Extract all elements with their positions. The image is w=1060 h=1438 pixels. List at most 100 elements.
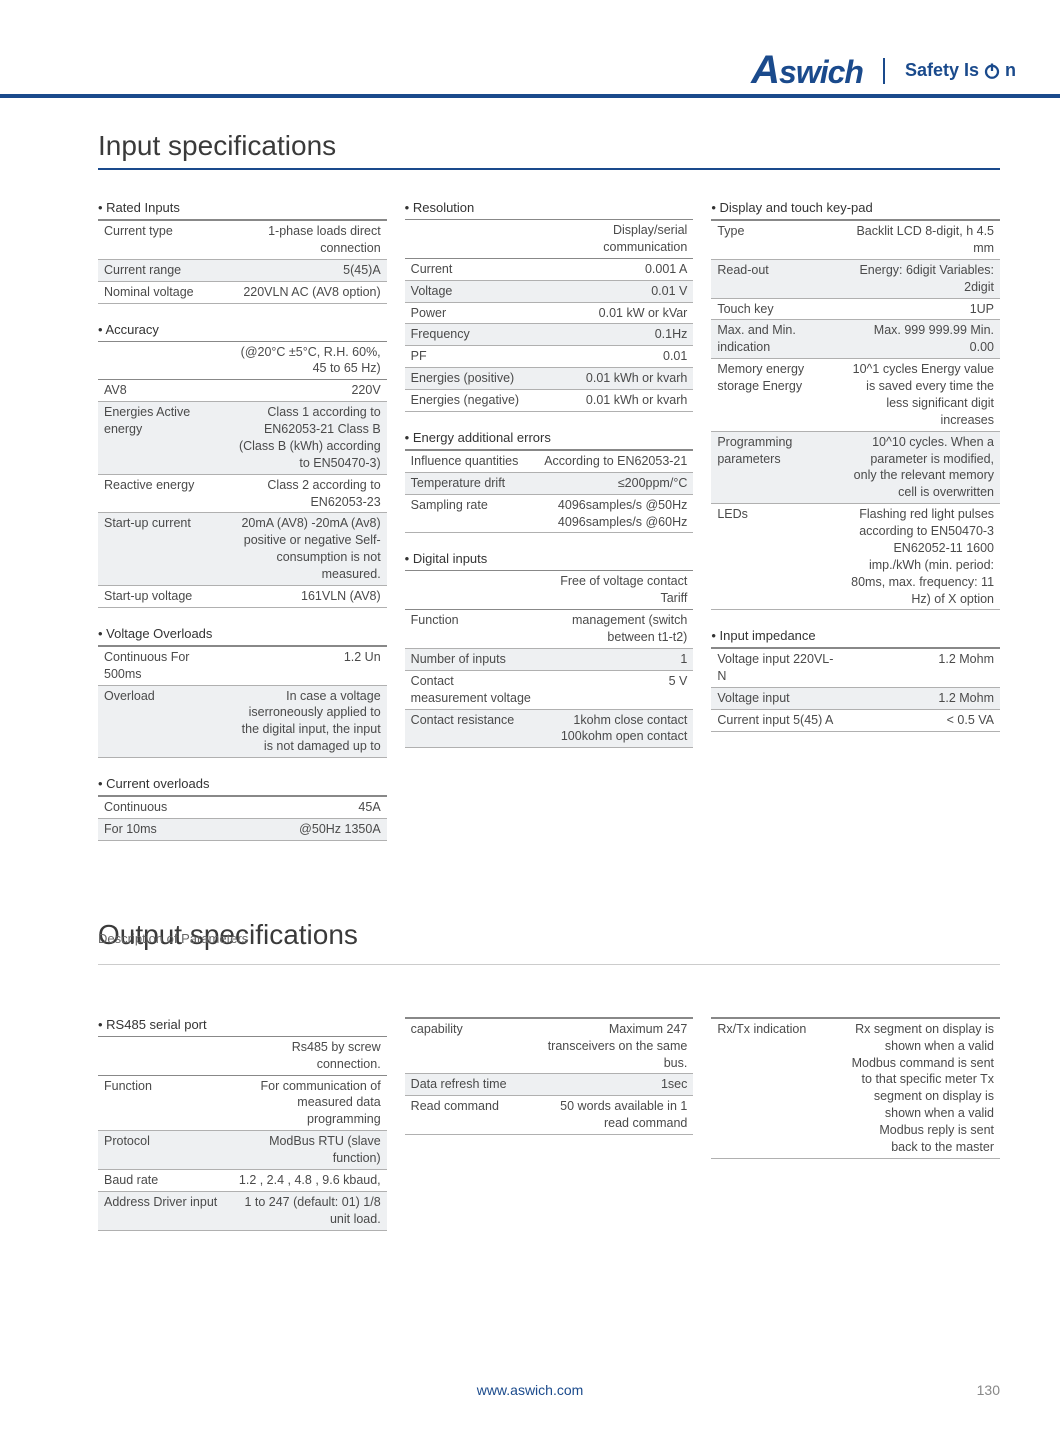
spec-label: For 10ms xyxy=(98,818,231,840)
spec-label: Function xyxy=(98,1075,231,1131)
spec-label: Function xyxy=(405,610,538,649)
spec-value: Backlit LCD 8-digit, h 4.5 mm xyxy=(844,221,1000,260)
table-row: Rx/Tx indicationRx segment on display is… xyxy=(711,1018,1000,1158)
spec-label: Protocol xyxy=(98,1131,231,1170)
spec-value: 220VLN AC (AV8 option) xyxy=(231,281,387,303)
table-row: Temperature drift≤200ppm/°C xyxy=(405,472,694,494)
table-row: LEDsFlashing red light pulses according … xyxy=(711,504,1000,610)
spec-label: Voltage input xyxy=(711,688,844,710)
spec-value: In case a voltage iserroneously applied … xyxy=(231,685,387,758)
block-title: RS485 serial port xyxy=(98,1017,387,1032)
spec-label: capability xyxy=(405,1018,538,1074)
block-title: Energy additional errors xyxy=(405,430,694,445)
spec-value: 0.001 A xyxy=(537,258,693,280)
spec-label: Baud rate xyxy=(98,1169,231,1191)
spec-value: According to EN62053-21 xyxy=(537,450,693,472)
table-row: Voltage input 220VL-N1.2 Mohm xyxy=(711,649,1000,688)
table-row: ProtocolModBus RTU (slave function) xyxy=(98,1131,387,1170)
tagline-prefix: Safety Is xyxy=(905,60,979,81)
spec-block: RS485 serial port Rs485 by screw connecti… xyxy=(98,1017,387,1231)
table-row: OverloadIn case a voltage iserroneously … xyxy=(98,685,387,758)
column: Display and touch key-pad TypeBacklit LCD… xyxy=(711,200,1000,859)
spec-label: Type xyxy=(711,221,844,260)
spec-label: Contact measurement voltage xyxy=(405,670,538,709)
table-row: Address Driver input1 to 247 (default: 0… xyxy=(98,1191,387,1230)
spec-block: Digital inputsFree of voltage contact Ta… xyxy=(405,551,694,748)
column: ResolutionDisplay/serial communicationCu… xyxy=(405,200,694,859)
page: Aswich Safety Is n Input specifications … xyxy=(0,0,1060,1438)
spec-table: Display/serial communicationCurrent0.001… xyxy=(405,219,694,412)
table-header-row: Free of voltage contact Tariff xyxy=(405,571,694,610)
spec-label: Current xyxy=(405,258,538,280)
spec-value: 4096samples/s @50Hz 4096samples/s @60Hz xyxy=(537,494,693,533)
output-columns: RS485 serial port Rs485 by screw connecti… xyxy=(98,1017,1000,1249)
spec-label: Memory energy storage Energy xyxy=(711,359,844,432)
power-icon xyxy=(983,62,1001,80)
header-cell: Rs485 by screw connection. xyxy=(231,1036,387,1075)
spec-value: < 0.5 VA xyxy=(844,710,1000,732)
table-row: Reactive energyClass 2 according to EN62… xyxy=(98,474,387,513)
header-cell xyxy=(405,571,538,610)
spec-label: Data refresh time xyxy=(405,1074,538,1096)
spec-value: 45A xyxy=(231,797,387,819)
table-row: Current input 5(45) A< 0.5 VA xyxy=(711,710,1000,732)
spec-label: PF xyxy=(405,346,538,368)
block-title: Accuracy xyxy=(98,322,387,337)
spec-block: Rated Inputs Current type1-phase loads di… xyxy=(98,200,387,304)
spec-table: TypeBacklit LCD 8-digit, h 4.5 mmRead-ou… xyxy=(711,219,1000,610)
table-header-row: Rs485 by screw connection. xyxy=(98,1036,387,1075)
table-row: Continuous45A xyxy=(98,797,387,819)
table-row: Number of inputs1 xyxy=(405,648,694,670)
spec-value: 1.2 Un xyxy=(231,646,387,685)
spec-value: 5(45)A xyxy=(231,259,387,281)
table-row: Sampling rate4096samples/s @50Hz 4096sam… xyxy=(405,494,694,533)
spec-value: @50Hz 1350A xyxy=(231,818,387,840)
spec-value: 0.01 kWh or kvarh xyxy=(537,368,693,390)
spec-value: 0.1Hz xyxy=(537,324,693,346)
spec-label: Programming parameters xyxy=(711,431,844,504)
page-number: 130 xyxy=(977,1382,1000,1398)
block-title: Input impedance xyxy=(711,628,1000,643)
table-row: Read command50 words available in 1 read… xyxy=(405,1096,694,1135)
spec-block: Voltage OverloadsContinuous For 500ms1.2… xyxy=(98,626,387,758)
spec-value: Maximum 247 transceivers on the same bus… xyxy=(537,1018,693,1074)
spec-value: Class 1 according to EN62053-21 Class B … xyxy=(231,402,387,475)
table-row: Contact resistance1kohm close contact 10… xyxy=(405,709,694,748)
table-header-row: (@20°C ±5°C, R.H. 60%, 45 to 65 Hz) xyxy=(98,341,387,380)
block-title: Display and touch key-pad xyxy=(711,200,1000,215)
table-row: PF0.01 xyxy=(405,346,694,368)
table-row: Start-up voltage161VLN (AV8) xyxy=(98,585,387,607)
table-row: Functionmanagement (switch between t1-t2… xyxy=(405,610,694,649)
header: Aswich Safety Is n xyxy=(751,48,1016,93)
table-row: Voltage input1.2 Mohm xyxy=(711,688,1000,710)
spec-table: Influence quantitiesAccording to EN62053… xyxy=(405,449,694,534)
block-title: Rated Inputs xyxy=(98,200,387,215)
spec-value: 50 words available in 1 read command xyxy=(537,1096,693,1135)
table-header-row: Display/serial communication xyxy=(405,220,694,259)
spec-value: management (switch between t1-t2) xyxy=(537,610,693,649)
table-row: Current range5(45)A xyxy=(98,259,387,281)
spec-label: Voltage input 220VL-N xyxy=(711,649,844,688)
output-subtitle: Description of Parameters xyxy=(98,931,1000,946)
header-cell: Display/serial communication xyxy=(537,220,693,259)
spec-label: Number of inputs xyxy=(405,648,538,670)
spec-value: 1sec xyxy=(537,1074,693,1096)
spec-table: capabilityMaximum 247 transceivers on th… xyxy=(405,1017,694,1135)
table-row: Touch key1UP xyxy=(711,298,1000,320)
spec-block: Energy additional errors Influence quanti… xyxy=(405,430,694,534)
table-row: Influence quantitiesAccording to EN62053… xyxy=(405,450,694,472)
column: capabilityMaximum 247 transceivers on th… xyxy=(405,1017,694,1249)
spec-value: Energy: 6digit Variables: 2digit xyxy=(844,259,1000,298)
header-cell: Free of voltage contact Tariff xyxy=(537,571,693,610)
spec-value: 1 to 247 (default: 01) 1/8 unit load. xyxy=(231,1191,387,1230)
table-row: For 10ms@50Hz 1350A xyxy=(98,818,387,840)
table-row: Nominal voltage220VLN AC (AV8 option) xyxy=(98,281,387,303)
spec-table: Current type1-phase loads direct connect… xyxy=(98,219,387,304)
table-row: Voltage0.01 V xyxy=(405,280,694,302)
spec-label: Address Driver input xyxy=(98,1191,231,1230)
spec-value: Max. 999 999.99 Min. 0.00 xyxy=(844,320,1000,359)
spec-label: Temperature drift xyxy=(405,472,538,494)
spec-table: Rs485 by screw connection.FunctionFor co… xyxy=(98,1036,387,1231)
input-rule xyxy=(98,168,1000,170)
table-row: FunctionFor communication of measured da… xyxy=(98,1075,387,1131)
